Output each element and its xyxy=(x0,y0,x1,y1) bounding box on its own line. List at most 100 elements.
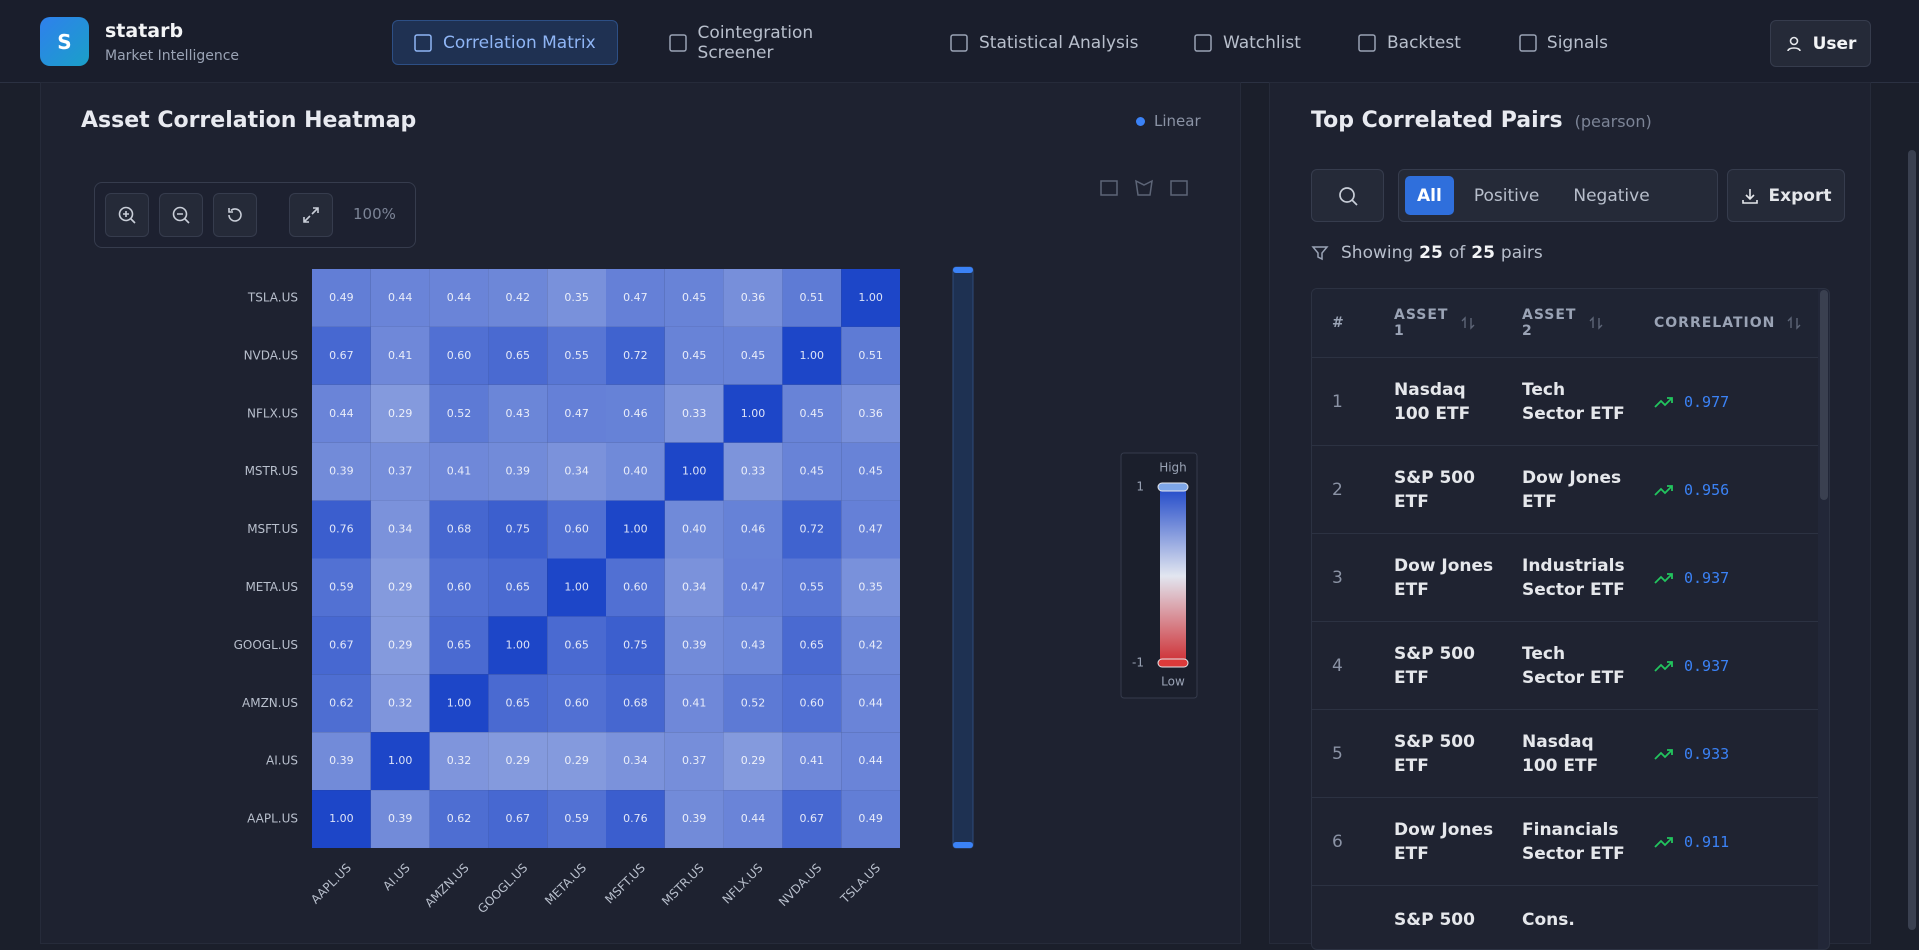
filter-button[interactable]: Positive xyxy=(1473,185,1540,206)
heatmap-cell[interactable] xyxy=(606,442,665,501)
heatmap-cell[interactable] xyxy=(547,558,606,617)
heatmap-cell[interactable] xyxy=(723,384,783,443)
heatmap-cell[interactable] xyxy=(370,269,430,327)
heatmap-cell[interactable] xyxy=(370,674,430,733)
reset-zoom[interactable] xyxy=(213,193,257,237)
heatmap-cell[interactable] xyxy=(606,500,665,559)
heatmap-cell[interactable] xyxy=(370,558,430,617)
heatmap-cell[interactable] xyxy=(370,326,430,385)
heatmap-cell[interactable] xyxy=(429,384,489,443)
heatmap-cell[interactable] xyxy=(841,558,900,617)
scale-handle[interactable] xyxy=(1157,482,1189,492)
table-row[interactable]: S&P 500 Cons. xyxy=(1312,885,1818,949)
heatmap-cell[interactable] xyxy=(488,732,548,791)
heatmap-cell[interactable] xyxy=(841,442,900,501)
heatmap-cell[interactable] xyxy=(488,616,548,675)
heatmap-cell[interactable] xyxy=(312,269,371,327)
heatmap-cell[interactable] xyxy=(723,790,783,848)
nav-item[interactable]: Watchlist xyxy=(1173,20,1331,65)
heatmap-cell[interactable] xyxy=(547,616,606,675)
heatmap-cell[interactable] xyxy=(429,442,489,501)
heatmap-cell[interactable] xyxy=(547,500,606,559)
heatmap-cell[interactable] xyxy=(488,790,548,848)
heatmap-cell[interactable] xyxy=(606,732,665,791)
heatmap-cell[interactable] xyxy=(547,674,606,733)
heatmap-cell[interactable] xyxy=(723,674,783,733)
heatmap-cell[interactable] xyxy=(370,616,430,675)
lasso-select[interactable] xyxy=(1135,179,1153,196)
heatmap-cell[interactable] xyxy=(782,732,842,791)
column-header[interactable]: CORRELATION xyxy=(1654,289,1814,357)
export-button[interactable]: Export xyxy=(1727,169,1845,222)
heatmap-cell[interactable] xyxy=(664,558,724,617)
heatmap-cell[interactable] xyxy=(429,558,489,617)
table-row[interactable]: 4 S&P 500 ETF Tech Sector ETF 0.937 xyxy=(1312,621,1818,710)
heatmap-cell[interactable] xyxy=(841,790,900,848)
heatmap-cell[interactable] xyxy=(312,500,371,559)
heatmap-cell[interactable] xyxy=(606,616,665,675)
heatmap-cell[interactable] xyxy=(841,500,900,559)
heatmap-cell[interactable] xyxy=(547,326,606,385)
heatmap-cell[interactable] xyxy=(312,326,371,385)
heatmap-cell[interactable] xyxy=(370,500,430,559)
heatmap-cell[interactable] xyxy=(782,269,842,327)
heatmap-cell[interactable] xyxy=(370,790,430,848)
heatmap-cell[interactable] xyxy=(429,500,489,559)
heatmap-cell[interactable] xyxy=(782,674,842,733)
heatmap-cell[interactable] xyxy=(723,269,783,327)
user-button[interactable]: User xyxy=(1770,20,1871,67)
heatmap-cell[interactable] xyxy=(488,442,548,501)
heatmap-cell[interactable] xyxy=(429,674,489,733)
heatmap-cell[interactable] xyxy=(606,269,665,327)
heatmap-cell[interactable] xyxy=(312,384,371,443)
table-row[interactable]: 1 Nasdaq 100 ETF Tech Sector ETF 0.977 xyxy=(1312,357,1818,446)
slider-handle[interactable] xyxy=(953,267,973,273)
heatmap-cell[interactable] xyxy=(723,442,783,501)
heatmap-cell[interactable] xyxy=(841,616,900,675)
heatmap-cell[interactable] xyxy=(547,442,606,501)
heatmap-cell[interactable] xyxy=(547,269,606,327)
box-select[interactable] xyxy=(1100,180,1118,196)
heatmap-cell[interactable] xyxy=(488,500,548,559)
table-row[interactable]: 5 S&P 500 ETF Nasdaq 100 ETF 0.933 xyxy=(1312,709,1818,798)
heatmap-cell[interactable] xyxy=(370,732,430,791)
column-header[interactable]: ASSET 2 xyxy=(1522,289,1632,357)
nav-item[interactable]: Correlation Matrix xyxy=(392,20,618,65)
heatmap-cell[interactable] xyxy=(841,384,900,443)
heatmap-cell[interactable] xyxy=(723,616,783,675)
heatmap-cell[interactable] xyxy=(723,500,783,559)
heatmap-cell[interactable] xyxy=(370,442,430,501)
heatmap-cell[interactable] xyxy=(312,616,371,675)
nav-item[interactable]: Backtest xyxy=(1337,20,1495,65)
heatmap-cell[interactable] xyxy=(312,442,371,501)
heatmap-cell[interactable] xyxy=(488,674,548,733)
filter-button[interactable]: Negative xyxy=(1573,185,1650,206)
heatmap-cell[interactable] xyxy=(782,616,842,675)
heatmap-cell[interactable] xyxy=(312,674,371,733)
heatmap-cell[interactable] xyxy=(664,616,724,675)
column-header[interactable]: ASSET 1 xyxy=(1394,289,1504,357)
scrollbar[interactable] xyxy=(1820,290,1828,500)
heatmap-cell[interactable] xyxy=(606,790,665,848)
heatmap-cell[interactable] xyxy=(488,384,548,443)
heatmap-cell[interactable] xyxy=(312,558,371,617)
heatmap-cell[interactable] xyxy=(841,326,900,385)
heatmap-cell[interactable] xyxy=(841,732,900,791)
heatmap-cell[interactable] xyxy=(547,732,606,791)
heatmap-cell[interactable] xyxy=(782,790,842,848)
heatmap-cell[interactable] xyxy=(312,732,371,791)
heatmap-cell[interactable] xyxy=(429,269,489,327)
logo[interactable]: S xyxy=(40,17,89,66)
heatmap-cell[interactable] xyxy=(312,790,371,848)
heatmap-cell[interactable] xyxy=(782,558,842,617)
heatmap-cell[interactable] xyxy=(606,384,665,443)
slider-handle[interactable] xyxy=(953,842,973,848)
heatmap-cell[interactable] xyxy=(488,558,548,617)
table-row[interactable]: 6 Dow Jones ETF Financials Sector ETF 0.911 xyxy=(1312,797,1818,886)
zoom-in[interactable] xyxy=(105,193,149,237)
heatmap-cell[interactable] xyxy=(782,500,842,559)
search[interactable] xyxy=(1311,169,1384,222)
clear-select[interactable] xyxy=(1170,180,1188,196)
heatmap-cell[interactable] xyxy=(664,500,724,559)
table-row[interactable]: 3 Dow Jones ETF Industrials Sector ETF 0.93… xyxy=(1312,533,1818,622)
